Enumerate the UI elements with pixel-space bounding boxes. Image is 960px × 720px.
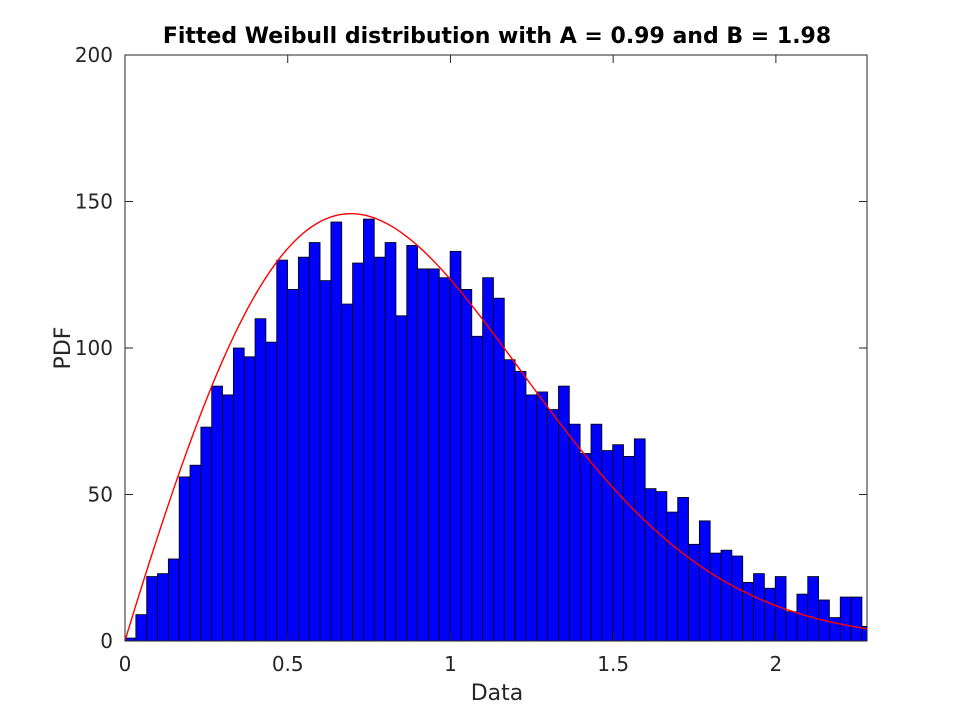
histogram-bar	[503, 359, 516, 642]
histogram-bar	[428, 268, 440, 642]
histogram-bar	[232, 347, 245, 642]
histogram-bar	[167, 558, 180, 642]
histogram-bar	[579, 453, 592, 642]
histogram-bar	[655, 491, 668, 642]
histogram-bar	[666, 511, 679, 642]
y-tick-label: 50	[88, 483, 113, 507]
histogram-bar	[590, 423, 603, 642]
histogram-bar	[157, 573, 169, 642]
histogram-bar	[189, 464, 202, 642]
histogram-bar	[807, 576, 819, 642]
histogram-bar	[265, 341, 278, 642]
y-tick-label: 150	[75, 190, 113, 214]
histogram-bar	[363, 218, 375, 642]
histogram-bar	[471, 335, 484, 642]
histogram-bar	[211, 385, 223, 642]
x-tick-label: 0	[119, 652, 132, 676]
y-tick-label: 200	[75, 43, 113, 67]
x-tick-label: 2	[770, 652, 783, 676]
histogram-bar	[612, 444, 624, 642]
x-axis-label: Data	[471, 681, 524, 706]
histogram-bar	[731, 555, 744, 642]
histogram-bar	[850, 596, 863, 642]
histogram-bar	[720, 549, 733, 642]
histogram-bar	[709, 552, 722, 642]
y-axis-label: PDF	[51, 327, 76, 370]
y-tick-label: 0	[100, 629, 113, 653]
histogram-bar	[438, 277, 451, 642]
histogram-bar	[677, 497, 689, 642]
histogram-bar	[352, 262, 364, 642]
histogram-bar	[308, 242, 321, 642]
histogram-bar	[287, 288, 299, 642]
histogram-bar	[460, 288, 473, 642]
histogram-bar	[839, 596, 852, 642]
histogram-bar	[785, 611, 798, 642]
histogram-bar	[763, 587, 776, 642]
histogram-bar	[449, 250, 462, 642]
histogram-bar	[276, 259, 288, 642]
histogram-bar	[395, 315, 408, 642]
histogram-bar	[254, 318, 267, 642]
y-tick-label: 100	[75, 336, 113, 360]
histogram-bar	[644, 488, 657, 642]
histogram-bar	[514, 371, 527, 642]
y-ticks-group: 0 50 100 150 200	[75, 43, 867, 653]
histogram-bar	[568, 423, 581, 642]
histogram-bar	[753, 573, 765, 642]
chart-title: Fitted Weibull distribution with A = 0.9…	[163, 24, 831, 49]
histogram-bar	[384, 242, 397, 642]
histogram-bar	[601, 450, 614, 642]
bars-group	[124, 218, 868, 642]
histogram-bar	[373, 256, 386, 642]
x-tick-label: 0.5	[272, 652, 304, 676]
histogram-bar	[525, 394, 538, 642]
x-ticks-group: 0 0.5 1 1.5 2	[119, 55, 783, 676]
histogram-bar	[178, 476, 191, 642]
x-tick-label: 1.5	[597, 652, 629, 676]
histogram-bar	[406, 245, 419, 642]
histogram-bar	[330, 221, 343, 642]
histogram-bar	[200, 426, 213, 642]
histogram-bar	[829, 617, 841, 642]
histogram-bar	[341, 303, 353, 642]
histogram-bar	[536, 391, 549, 642]
histogram-bar	[796, 593, 809, 642]
x-tick-label: 1	[444, 652, 457, 676]
histogram-bar	[623, 456, 635, 642]
histogram-bar	[493, 297, 505, 642]
histogram-bar	[297, 256, 310, 642]
histogram-bar	[222, 394, 234, 642]
histogram-bar	[319, 280, 332, 642]
histogram-bar	[146, 576, 158, 642]
histogram-bar	[135, 614, 148, 642]
histogram-bar	[698, 520, 711, 642]
weibull-fit-curve	[124, 212, 868, 642]
histogram-bar	[417, 268, 429, 642]
histogram-bar	[243, 356, 256, 642]
histogram-bar	[633, 438, 646, 642]
histogram-bar	[547, 409, 559, 642]
